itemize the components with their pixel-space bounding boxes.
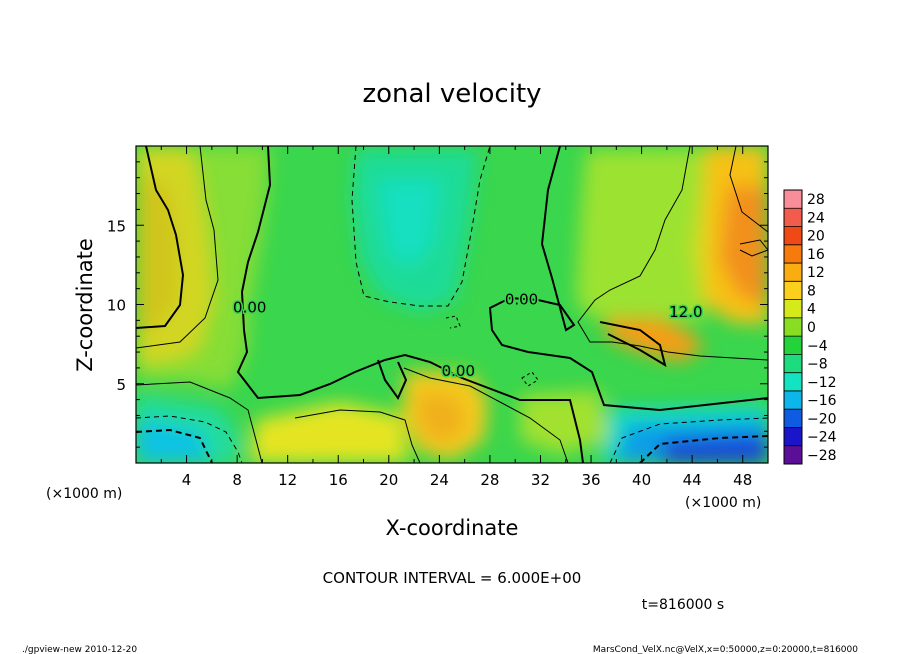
colorbar-swatch <box>784 299 802 319</box>
colorbar-swatch <box>784 281 802 300</box>
heatmap-field <box>136 146 768 463</box>
x-tick-label: 24 <box>430 471 449 489</box>
contour-labels: 0.00 0.00 0.00 12.0 <box>232 289 704 381</box>
footer-left: ./gpview-new 2010-12-20 <box>22 645 137 654</box>
x-tick-label: 32 <box>531 471 550 489</box>
contour-label: 0.00 <box>233 298 266 316</box>
colorbar-label: 4 <box>807 302 816 318</box>
colorbar-swatch <box>784 244 802 264</box>
colorbar-swatch <box>784 354 802 374</box>
x-axis: 4 8 12 16 20 24 28 32 36 40 44 48 <box>160 146 752 489</box>
colorbar-swatch <box>784 208 802 227</box>
colorbar-label: 16 <box>807 247 825 263</box>
colorbar: 28 24 20 16 12 8 4 0 −4 −8 −12 −16 −20 −24 −28 <box>783 189 837 465</box>
contour-lines <box>136 146 768 463</box>
contour-label: 0.00 <box>505 291 538 309</box>
y-axis: 5 10 15 <box>107 161 768 448</box>
colorbar-swatch <box>784 317 802 337</box>
colorbar-frame <box>783 189 803 465</box>
time-text: t=816000 s <box>642 597 724 613</box>
colorbar-label: −20 <box>807 411 837 427</box>
y-tick-label: 10 <box>107 297 126 315</box>
contour-label: 12.0 <box>669 303 702 321</box>
x-tick-label: 48 <box>733 471 752 489</box>
x-tick-label: 16 <box>329 471 348 489</box>
x-unit-left: (×1000 m) <box>46 486 122 502</box>
chart-title: zonal velocity <box>362 79 541 109</box>
colorbar-label: 0 <box>807 320 816 336</box>
colorbar-label: 12 <box>807 265 825 281</box>
colorbar-label: −12 <box>807 375 837 391</box>
y-tick-label: 15 <box>107 217 126 235</box>
y-axis-label: Z-coordinate <box>73 238 97 372</box>
colorbar-label: −24 <box>807 430 837 446</box>
colorbar-label: −16 <box>807 393 837 409</box>
y-tick-label: 5 <box>116 376 126 394</box>
x-tick-label: 8 <box>232 471 242 489</box>
colorbar-label: 20 <box>807 229 825 245</box>
colorbar-swatch <box>784 190 802 209</box>
colorbar-label: 28 <box>807 192 825 208</box>
x-tick-label: 20 <box>379 471 398 489</box>
x-tick-label: 40 <box>632 471 651 489</box>
colorbar-label: −28 <box>807 448 837 464</box>
x-tick-label: 36 <box>581 471 600 489</box>
x-tick-label: 44 <box>683 471 702 489</box>
colorbar-swatch <box>784 409 802 428</box>
colorbar-swatch <box>784 445 802 465</box>
colorbar-swatch <box>784 226 802 246</box>
colorbar-swatch <box>784 427 802 447</box>
colorbar-swatch <box>784 263 802 282</box>
contour-interval-text: CONTOUR INTERVAL = 6.000E+00 <box>323 569 582 587</box>
colorbar-swatch <box>784 372 802 392</box>
x-tick-label: 28 <box>480 471 499 489</box>
colorbar-swatch <box>784 336 802 355</box>
x-tick-label: 4 <box>182 471 192 489</box>
colorbar-label: −4 <box>807 338 828 354</box>
x-unit-right: (×1000 m) <box>685 495 761 511</box>
colorbar-label: 8 <box>807 283 816 299</box>
colorbar-label: −8 <box>807 357 828 373</box>
colorbar-swatch <box>784 390 802 410</box>
x-tick-label: 12 <box>278 471 297 489</box>
footer-right: MarsCond_VelX.nc@VelX,x=0:50000,z=0:2000… <box>593 645 858 654</box>
x-axis-label: X-coordinate <box>386 516 519 540</box>
colorbar-label: 24 <box>807 210 825 226</box>
contour-label: 0.00 <box>442 362 475 380</box>
